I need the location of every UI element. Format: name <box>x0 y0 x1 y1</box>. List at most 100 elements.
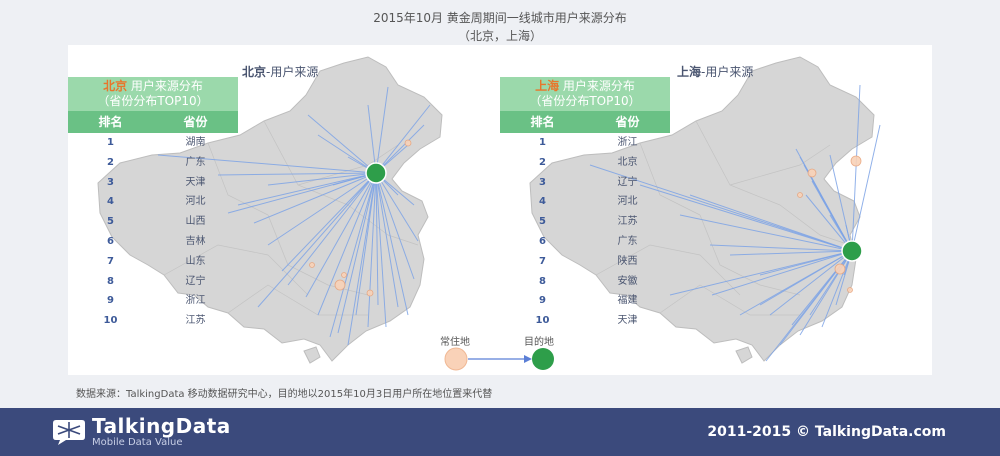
beijing-header-city: 北京 <box>103 79 128 93</box>
rank-cell: 5 <box>539 216 546 228</box>
shanghai-map-title: 上海-用户来源 <box>677 63 753 80</box>
shanghai-origin-marker <box>807 168 817 178</box>
chart-title: 2015年10月 黄金周期间一线城市用户来源分布 <box>373 11 627 25</box>
shanghai-flow-line <box>759 250 853 306</box>
rank-cell: 5 <box>107 216 114 228</box>
shanghai-table-columns: 排名 省份 <box>500 111 670 133</box>
rank-cell: 2 <box>539 156 546 168</box>
beijing-china-map <box>97 56 443 364</box>
beijing-flow-line <box>367 172 377 328</box>
beijing-panel: 北京-用户来源 北京 用户来源分布 （省份分布TOP10） 排名 省份 1 湖南 … <box>68 45 500 375</box>
table-row: 4 河北 <box>500 192 670 212</box>
shanghai-header-sub: （省份分布TOP10） <box>529 94 641 108</box>
table-row: 6 广东 <box>500 232 670 252</box>
province-cell: 河北 <box>617 196 638 208</box>
beijing-flow-line <box>367 104 377 174</box>
shanghai-table-header: 上海 用户来源分布 （省份分布TOP10） <box>500 77 670 111</box>
talkingdata-logo-icon <box>53 420 85 445</box>
province-cell: 安徽 <box>617 275 638 287</box>
shanghai-header-city: 上海 <box>535 79 560 93</box>
rank-cell: 3 <box>107 176 114 188</box>
shanghai-flow-line <box>669 250 853 296</box>
beijing-flow-line <box>257 172 377 308</box>
rank-cell: 4 <box>107 196 114 208</box>
shanghai-panel: 上海-用户来源 上海 用户来源分布 （省份分布TOP10） 排名 省份 1 浙江 … <box>500 45 932 375</box>
province-cell: 福建 <box>617 295 638 307</box>
beijing-map-title-city: 北京 <box>242 65 267 79</box>
beijing-map-title-suffix: -用户来源 <box>266 65 319 79</box>
data-source-note: 数据来源：TalkingData 移动数据研究中心，目的地以2015年10月3日… <box>76 389 493 400</box>
table-row: 5 山西 <box>68 212 238 232</box>
shanghai-china-map <box>529 56 881 364</box>
rank-cell: 10 <box>103 315 118 327</box>
table-row: 5 江苏 <box>500 212 670 232</box>
beijing-flow-line <box>375 172 399 308</box>
province-cell: 山西 <box>185 216 206 228</box>
beijing-flow-line <box>237 172 377 206</box>
table-row: 9 浙江 <box>68 291 238 311</box>
table-row: 7 山东 <box>68 252 238 272</box>
shanghai-flow-line <box>769 250 853 316</box>
beijing-header-sub: （省份分布TOP10） <box>97 94 209 108</box>
province-cell: 吉林 <box>185 235 206 247</box>
table-row: 10 江苏 <box>68 311 238 331</box>
table-row: 8 辽宁 <box>68 272 238 292</box>
shanghai-map-title-city: 上海 <box>677 65 702 79</box>
beijing-flow-line <box>317 172 377 316</box>
province-column-header: 省份 <box>183 115 208 129</box>
province-cell: 广东 <box>185 156 206 168</box>
rank-cell: 6 <box>539 235 546 247</box>
footer-bar <box>0 408 1000 456</box>
beijing-origin-marker <box>366 289 374 297</box>
rank-cell: 9 <box>539 295 546 307</box>
beijing-flow-line <box>347 172 377 346</box>
rank-cell: 6 <box>107 235 114 247</box>
beijing-flow-line <box>337 172 377 334</box>
shanghai-flow-line <box>795 148 853 252</box>
beijing-flow-line <box>375 172 419 242</box>
shanghai-flow-line <box>851 84 861 252</box>
beijing-origin-marker <box>404 139 412 147</box>
legend-graphic <box>444 347 554 371</box>
province-cell: 辽宁 <box>617 176 638 188</box>
legend-destination-label: 目的地 <box>524 337 554 348</box>
beijing-flow-line <box>375 172 415 280</box>
province-cell: 河北 <box>185 196 206 208</box>
beijing-table-columns: 排名 省份 <box>68 111 238 133</box>
province-cell: 北京 <box>617 156 638 168</box>
shanghai-header-rest: 用户来源分布 <box>559 79 635 93</box>
rank-cell: 8 <box>107 275 114 287</box>
beijing-origin-marker <box>341 272 347 278</box>
shanghai-flow-line <box>589 164 853 252</box>
beijing-map-title: 北京-用户来源 <box>242 63 318 80</box>
beijing-origin-marker <box>334 279 346 291</box>
shanghai-flow-line <box>809 250 853 316</box>
beijing-flow-line <box>375 172 379 306</box>
table-row: 1 浙江 <box>500 133 670 153</box>
table-row: 10 天津 <box>500 311 670 331</box>
shanghai-origin-marker <box>847 287 853 293</box>
shanghai-flow-line <box>759 250 853 276</box>
shanghai-origin-marker <box>850 155 862 167</box>
province-column-header: 省份 <box>615 115 640 129</box>
rank-cell: 10 <box>535 315 550 327</box>
rank-cell: 1 <box>107 137 114 148</box>
beijing-ranking-table: 北京 用户来源分布 （省份分布TOP10） 排名 省份 1 湖南 2 广东 3 天津 … <box>68 77 238 331</box>
beijing-header-rest: 用户来源分布 <box>127 79 203 93</box>
table-row: 1 湖南 <box>68 133 238 153</box>
shanghai-destination-marker <box>841 240 863 262</box>
shanghai-flow-line <box>805 194 853 252</box>
province-cell: 辽宁 <box>185 275 206 287</box>
shanghai-flow-line <box>729 250 853 256</box>
table-row: 3 天津 <box>68 173 238 193</box>
beijing-table-header: 北京 用户来源分布 （省份分布TOP10） <box>68 77 238 111</box>
beijing-flow-line <box>375 104 431 174</box>
beijing-flow-line <box>375 172 409 316</box>
table-row: 4 河北 <box>68 192 238 212</box>
rank-cell: 4 <box>539 196 546 208</box>
beijing-flow-line <box>317 134 377 174</box>
shanghai-flow-line <box>709 244 853 252</box>
beijing-flow-line <box>253 172 377 224</box>
chart-subtitle: （北京，上海） <box>457 29 542 43</box>
beijing-flow-line <box>375 172 387 328</box>
